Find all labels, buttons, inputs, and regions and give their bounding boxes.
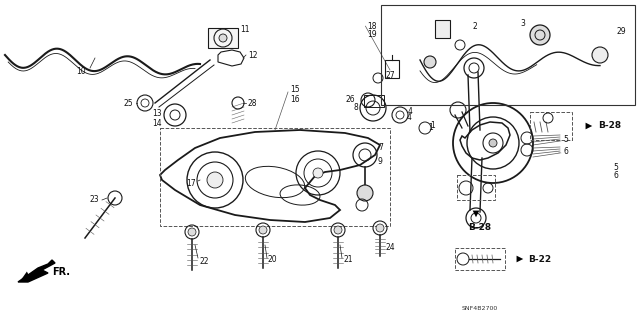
Text: 24: 24 bbox=[386, 243, 396, 253]
Text: 26: 26 bbox=[346, 95, 355, 105]
Text: 28: 28 bbox=[248, 99, 257, 108]
Bar bbox=[435, 20, 450, 38]
Bar bbox=[457, 175, 495, 200]
Text: 13: 13 bbox=[152, 108, 162, 117]
Text: 7: 7 bbox=[378, 144, 383, 152]
Text: 2: 2 bbox=[472, 22, 477, 31]
Text: 17: 17 bbox=[186, 179, 196, 188]
Text: 8: 8 bbox=[353, 103, 358, 113]
Text: 16: 16 bbox=[290, 95, 300, 105]
Polygon shape bbox=[18, 260, 55, 282]
Text: 5: 5 bbox=[563, 136, 568, 145]
Text: 9: 9 bbox=[378, 158, 383, 167]
Circle shape bbox=[259, 226, 267, 234]
Text: B-22: B-22 bbox=[528, 255, 551, 263]
Text: B-28: B-28 bbox=[468, 224, 491, 233]
Text: 5: 5 bbox=[613, 163, 618, 172]
Text: B-28: B-28 bbox=[598, 122, 621, 130]
Text: 18: 18 bbox=[367, 22, 377, 31]
Bar bbox=[381, 5, 635, 105]
Circle shape bbox=[313, 168, 323, 178]
Text: 15: 15 bbox=[290, 85, 300, 94]
Text: 29: 29 bbox=[616, 27, 626, 36]
Bar bbox=[455, 248, 505, 270]
Bar bbox=[160, 128, 390, 226]
Circle shape bbox=[376, 224, 384, 232]
Text: 27: 27 bbox=[385, 71, 395, 80]
Text: SNF4B2700: SNF4B2700 bbox=[462, 306, 498, 310]
Circle shape bbox=[219, 34, 227, 42]
Circle shape bbox=[207, 172, 223, 188]
Text: 14: 14 bbox=[152, 118, 162, 128]
Text: 10: 10 bbox=[76, 68, 86, 77]
Circle shape bbox=[530, 25, 550, 45]
Bar bbox=[530, 112, 572, 140]
Text: 19: 19 bbox=[367, 30, 377, 39]
Circle shape bbox=[489, 139, 497, 147]
Circle shape bbox=[334, 226, 342, 234]
Bar bbox=[364, 95, 384, 107]
Text: 1: 1 bbox=[430, 121, 435, 130]
Text: 25: 25 bbox=[124, 99, 133, 108]
Text: 21: 21 bbox=[343, 256, 353, 264]
Text: 6: 6 bbox=[613, 171, 618, 180]
Circle shape bbox=[592, 47, 608, 63]
Circle shape bbox=[188, 228, 196, 236]
Text: 6: 6 bbox=[563, 147, 568, 157]
Text: 4: 4 bbox=[408, 108, 413, 116]
Bar bbox=[385, 60, 399, 78]
Text: 20: 20 bbox=[268, 256, 278, 264]
Text: 23: 23 bbox=[90, 196, 99, 204]
Text: 12: 12 bbox=[248, 50, 257, 60]
Text: 11: 11 bbox=[240, 26, 250, 34]
Circle shape bbox=[424, 56, 436, 68]
Bar bbox=[208, 28, 238, 48]
Text: FR.: FR. bbox=[52, 267, 70, 277]
Text: 1: 1 bbox=[428, 123, 433, 132]
Text: 22: 22 bbox=[200, 257, 209, 266]
Circle shape bbox=[357, 185, 373, 201]
Text: 3: 3 bbox=[520, 19, 525, 28]
Text: 4: 4 bbox=[407, 113, 412, 122]
